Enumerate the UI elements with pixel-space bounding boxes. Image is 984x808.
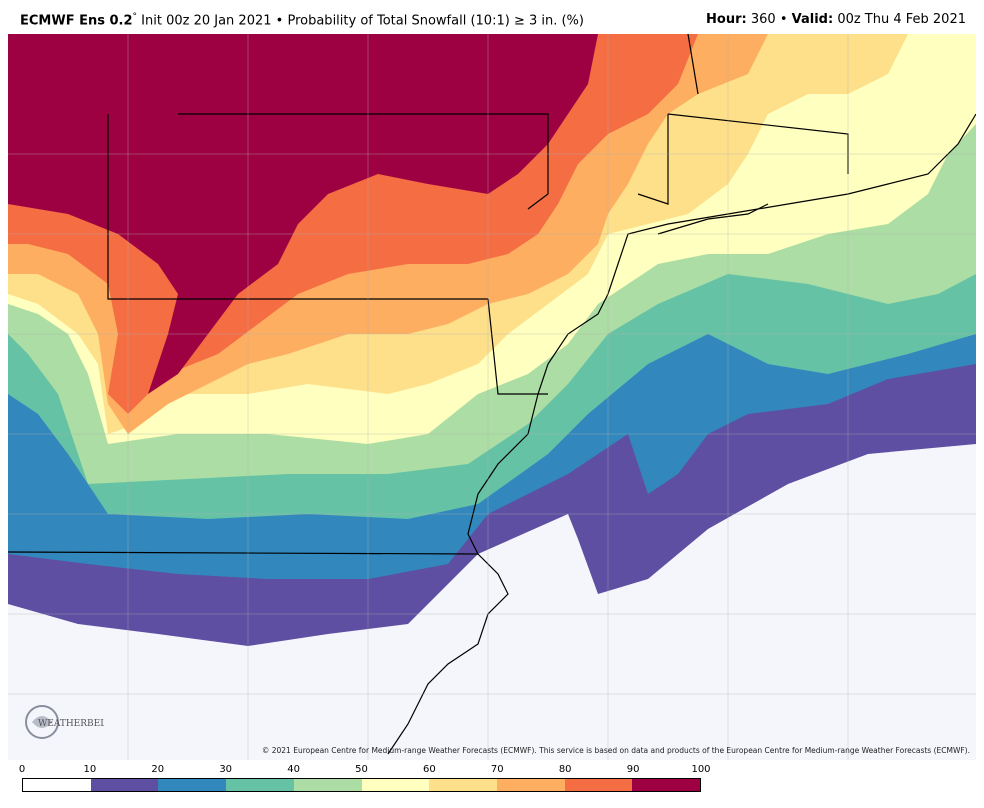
colorbar-ticks: 0 10 20 30 40 50 60 70 80 90 100: [18, 764, 711, 776]
probability-map: [8, 34, 976, 760]
colorbar-tick-label: 90: [626, 764, 640, 775]
colorbar-tick-label: 20: [151, 764, 165, 775]
colorbar-tick-label: 40: [287, 764, 300, 775]
logo-text: WEATHERBELL: [38, 719, 104, 729]
colorbar-segment: [564, 779, 633, 791]
weatherbell-logo: WEATHERBELL: [25, 705, 104, 739]
hour-value: 360: [750, 12, 776, 27]
county-lines: [8, 34, 976, 760]
colorbar-tick-label: 50: [355, 764, 368, 775]
threshold: ≥ 3 in. (%): [513, 13, 584, 29]
valid-label: Valid:: [791, 12, 834, 27]
colorbar-tick-label: 80: [558, 764, 572, 775]
colorbar-tick-label: 60: [423, 764, 436, 775]
colorbar-segment: [90, 779, 159, 791]
colorbar-segment: [632, 779, 701, 791]
bullet-1: •: [275, 13, 284, 29]
header: ECMWF Ens 0.2° Init 00z 20 Jan 2021 • Pr…: [0, 0, 984, 34]
init-time: Init 00z 20 Jan 2021: [141, 13, 272, 29]
colorbar-segment: [293, 779, 362, 791]
model-name: ECMWF Ens 0.2: [20, 13, 133, 29]
colorbar-tick-label: 70: [490, 764, 504, 775]
colorbar-tick-label: 30: [219, 764, 233, 775]
copyright-notice: © 2021 European Centre for Medium-range …: [261, 746, 970, 755]
valid-value: 00z Thu 4 Feb 2021: [837, 12, 966, 27]
colorbar-segment: [496, 779, 565, 791]
colorbar-segment: [23, 779, 91, 791]
degree-symbol: °: [132, 12, 138, 22]
bullet-2: •: [779, 12, 788, 27]
colorbar-segment: [226, 779, 294, 791]
colorbar-tick-label: 100: [691, 764, 711, 775]
product-name: Probability of Total Snowfall (10:1): [287, 13, 510, 29]
title-right: Hour: 360 • Valid: 00z Thu 4 Feb 2021: [706, 12, 966, 27]
colorbar-segment: [361, 779, 430, 791]
colorbar: [22, 778, 701, 792]
title-left: ECMWF Ens 0.2° Init 00z 20 Jan 2021 • Pr…: [20, 12, 584, 28]
colorbar-segment: [158, 779, 227, 791]
hour-label: Hour:: [706, 12, 747, 27]
colorbar-tick-label: 0: [18, 764, 26, 775]
colorbar-segment: [429, 779, 497, 791]
band-90: [8, 34, 598, 394]
colorbar-tick-label: 10: [83, 764, 97, 775]
